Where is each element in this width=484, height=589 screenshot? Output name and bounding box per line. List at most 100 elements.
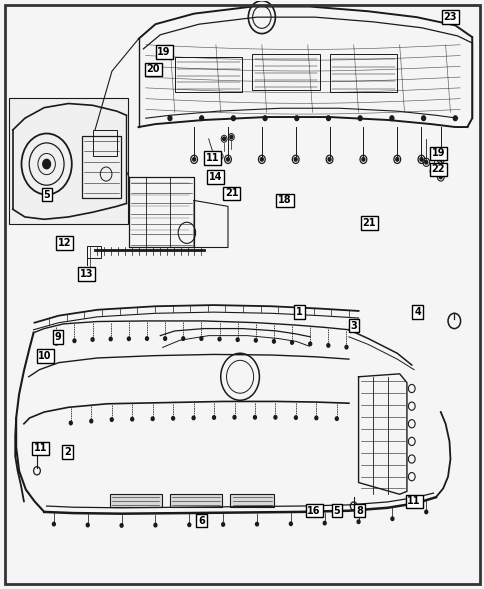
Circle shape (43, 160, 50, 169)
Circle shape (390, 517, 393, 521)
Circle shape (294, 158, 297, 161)
Text: 5: 5 (333, 506, 339, 516)
Circle shape (192, 416, 195, 420)
Circle shape (218, 337, 221, 341)
Bar (329, 54, 396, 92)
Text: 21: 21 (225, 188, 238, 198)
Circle shape (453, 116, 456, 121)
Bar (230, 494, 273, 507)
Circle shape (254, 339, 257, 342)
Circle shape (229, 135, 232, 139)
Circle shape (334, 417, 337, 421)
Text: 23: 23 (443, 12, 456, 22)
Bar (174, 57, 242, 92)
Circle shape (421, 116, 424, 121)
Circle shape (163, 337, 166, 340)
Text: 1: 1 (296, 307, 302, 317)
Circle shape (314, 416, 317, 420)
Text: 22: 22 (431, 164, 444, 174)
Circle shape (151, 417, 154, 421)
Circle shape (358, 116, 362, 121)
Circle shape (221, 522, 224, 526)
Bar (87, 246, 101, 258)
Circle shape (86, 523, 89, 527)
Text: 16: 16 (307, 506, 320, 516)
Circle shape (260, 158, 263, 161)
Circle shape (327, 158, 330, 161)
Circle shape (131, 418, 134, 421)
Circle shape (171, 416, 174, 420)
Text: 5: 5 (43, 190, 50, 200)
Circle shape (212, 416, 215, 419)
Text: 21: 21 (362, 218, 375, 228)
Circle shape (73, 339, 76, 343)
Circle shape (187, 523, 190, 527)
Circle shape (127, 337, 130, 340)
Circle shape (182, 337, 184, 340)
Circle shape (255, 522, 258, 526)
Bar (252, 54, 319, 90)
Circle shape (395, 158, 398, 161)
Text: 3: 3 (349, 320, 356, 330)
Text: 11: 11 (205, 153, 219, 163)
Circle shape (199, 337, 202, 340)
Circle shape (361, 158, 364, 161)
Text: 14: 14 (209, 172, 222, 182)
Circle shape (326, 116, 330, 121)
Circle shape (236, 338, 239, 342)
Circle shape (326, 343, 329, 347)
Circle shape (263, 116, 267, 121)
Circle shape (226, 158, 229, 161)
Text: 18: 18 (278, 196, 291, 206)
Text: 12: 12 (58, 238, 71, 248)
Circle shape (344, 345, 347, 349)
Text: 10: 10 (38, 351, 52, 361)
Circle shape (69, 421, 72, 425)
Bar (109, 494, 161, 507)
Text: 2: 2 (64, 447, 71, 457)
Bar (92, 130, 117, 157)
Circle shape (424, 161, 427, 164)
FancyBboxPatch shape (9, 98, 128, 224)
Circle shape (308, 342, 311, 346)
Circle shape (154, 524, 157, 527)
Text: 8: 8 (355, 506, 362, 516)
Circle shape (52, 522, 55, 526)
Bar (169, 494, 222, 507)
Text: 19: 19 (157, 47, 170, 57)
Circle shape (120, 524, 123, 527)
Circle shape (109, 337, 112, 341)
Circle shape (199, 116, 203, 121)
Circle shape (253, 416, 256, 419)
Circle shape (55, 342, 58, 345)
Text: 13: 13 (80, 269, 93, 279)
Circle shape (233, 416, 236, 419)
Circle shape (294, 116, 298, 121)
Circle shape (222, 137, 225, 141)
Circle shape (91, 337, 94, 341)
Circle shape (90, 419, 92, 423)
Text: 20: 20 (146, 64, 159, 74)
Circle shape (167, 116, 171, 121)
Circle shape (431, 170, 434, 173)
Circle shape (110, 418, 113, 421)
Circle shape (389, 116, 393, 121)
Text: 11: 11 (407, 497, 420, 507)
Text: 11: 11 (33, 444, 47, 454)
Circle shape (424, 510, 427, 514)
Circle shape (290, 340, 293, 344)
Text: 19: 19 (431, 148, 444, 158)
Circle shape (439, 175, 441, 178)
Circle shape (231, 116, 235, 121)
Text: 9: 9 (54, 332, 61, 342)
Text: 6: 6 (197, 516, 204, 526)
Circle shape (145, 337, 148, 340)
Circle shape (419, 158, 422, 161)
Circle shape (289, 522, 292, 525)
Text: 4: 4 (413, 307, 420, 317)
Circle shape (192, 158, 195, 161)
Circle shape (273, 416, 276, 419)
Circle shape (294, 416, 297, 419)
Bar (82, 136, 121, 197)
Circle shape (323, 521, 326, 525)
